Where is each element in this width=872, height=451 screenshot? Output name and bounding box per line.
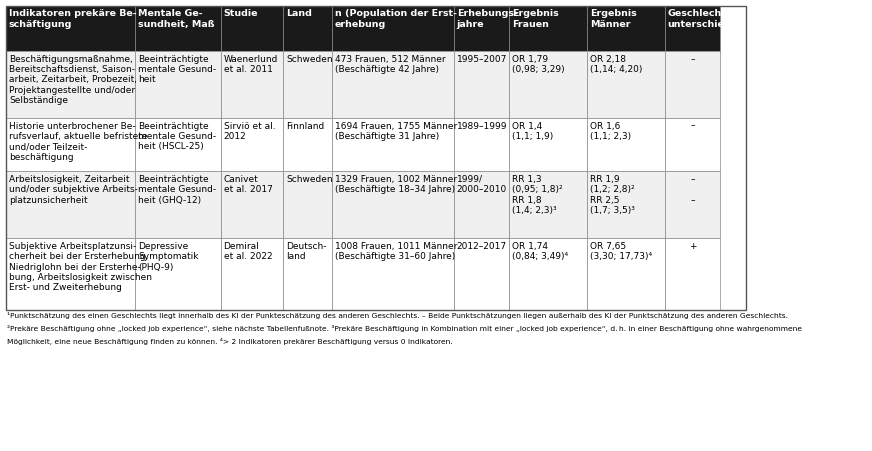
Text: Deutsch-
land: Deutsch- land bbox=[287, 241, 327, 261]
Text: 1694 Frauen, 1755 Männer
(Beschäftigte 31 Jahre): 1694 Frauen, 1755 Männer (Beschäftigte 3… bbox=[335, 121, 457, 141]
Bar bbox=[135, 7, 221, 52]
Bar bbox=[587, 7, 664, 52]
Text: Demiral
et al. 2022: Demiral et al. 2022 bbox=[223, 241, 272, 261]
Text: n (Population der Erst-
erhebung: n (Population der Erst- erhebung bbox=[335, 9, 457, 29]
Bar bbox=[509, 119, 587, 172]
Text: 1329 Frauen, 1002 Männer
(Beschäftigte 18–34 Jahre): 1329 Frauen, 1002 Männer (Beschäftigte 1… bbox=[335, 175, 457, 194]
Bar bbox=[221, 172, 283, 239]
Text: Ergebnis
Männer: Ergebnis Männer bbox=[590, 9, 637, 29]
Bar bbox=[283, 52, 331, 119]
Bar bbox=[453, 7, 509, 52]
Text: Historie unterbrochener Be-
rufsverlauf, aktuelle befristete
und/oder Teilzeit-
: Historie unterbrochener Be- rufsverlauf,… bbox=[9, 121, 147, 161]
Text: OR 1,6
(1,1; 2,3): OR 1,6 (1,1; 2,3) bbox=[590, 121, 631, 141]
Text: RR 1,3
(0,95; 1,8)²
RR 1,8
(1,4; 2,3)³: RR 1,3 (0,95; 1,8)² RR 1,8 (1,4; 2,3)³ bbox=[512, 175, 562, 215]
Bar bbox=[283, 172, 331, 239]
Bar bbox=[221, 119, 283, 172]
Text: Schweden: Schweden bbox=[287, 175, 333, 184]
Bar bbox=[664, 239, 720, 310]
Text: Indikatoren prekäre Be-
schäftigung: Indikatoren prekäre Be- schäftigung bbox=[9, 9, 137, 29]
Bar bbox=[283, 119, 331, 172]
Text: –: – bbox=[690, 121, 695, 130]
Bar bbox=[509, 239, 587, 310]
Bar bbox=[135, 119, 221, 172]
Text: 1995–2007: 1995–2007 bbox=[457, 55, 508, 64]
Bar bbox=[6, 7, 746, 310]
Bar bbox=[6, 52, 135, 119]
Text: 1989–1999: 1989–1999 bbox=[457, 121, 508, 130]
Bar bbox=[453, 239, 509, 310]
Bar bbox=[135, 52, 221, 119]
Text: –: – bbox=[690, 55, 695, 64]
Text: ²Prekäre Beschäftigung ohne „locked job experience“, siehe nächste Tabellenfußno: ²Prekäre Beschäftigung ohne „locked job … bbox=[8, 324, 802, 331]
Text: 1008 Frauen, 1011 Männer
(Beschäftigte 31–60 Jahre): 1008 Frauen, 1011 Männer (Beschäftigte 3… bbox=[335, 241, 457, 261]
Text: Studie: Studie bbox=[223, 9, 258, 18]
Text: Erhebungs-
jahre: Erhebungs- jahre bbox=[457, 9, 518, 29]
Text: 473 Frauen, 512 Männer
(Beschäftigte 42 Jahre): 473 Frauen, 512 Männer (Beschäftigte 42 … bbox=[335, 55, 446, 74]
Bar bbox=[453, 119, 509, 172]
Bar bbox=[587, 52, 664, 119]
Text: Möglichkeit, eine neue Beschäftigung finden zu können. ⁴> 2 Indikatoren prekärer: Möglichkeit, eine neue Beschäftigung fin… bbox=[8, 337, 453, 344]
Text: Mentale Ge-
sundheit, Maß: Mentale Ge- sundheit, Maß bbox=[139, 9, 215, 29]
Bar bbox=[221, 239, 283, 310]
Text: Canivet
et al. 2017: Canivet et al. 2017 bbox=[223, 175, 272, 194]
Bar bbox=[664, 119, 720, 172]
Bar bbox=[453, 52, 509, 119]
Text: Waenerlund
et al. 2011: Waenerlund et al. 2011 bbox=[223, 55, 278, 74]
Text: OR 1,79
(0,98; 3,29): OR 1,79 (0,98; 3,29) bbox=[512, 55, 565, 74]
Text: Geschlechter-
unterschied: Geschlechter- unterschied bbox=[668, 9, 741, 29]
Bar bbox=[331, 119, 453, 172]
Bar bbox=[331, 172, 453, 239]
Bar bbox=[6, 7, 135, 52]
Bar bbox=[221, 52, 283, 119]
Bar bbox=[135, 172, 221, 239]
Bar bbox=[509, 172, 587, 239]
Text: Ergebnis
Frauen: Ergebnis Frauen bbox=[512, 9, 559, 29]
Text: Beeinträchtigte
mentale Gesund-
heit (HSCL-25): Beeinträchtigte mentale Gesund- heit (HS… bbox=[139, 121, 216, 151]
Text: OR 2,18
(1,14; 4,20): OR 2,18 (1,14; 4,20) bbox=[590, 55, 643, 74]
Bar bbox=[331, 52, 453, 119]
Text: Depressive
Symptomatik
(PHQ-9): Depressive Symptomatik (PHQ-9) bbox=[139, 241, 199, 271]
Bar bbox=[664, 52, 720, 119]
Text: OR 7,65
(3,30; 17,73)⁴: OR 7,65 (3,30; 17,73)⁴ bbox=[590, 241, 652, 261]
Text: Land: Land bbox=[287, 9, 312, 18]
Text: Beeinträchtigte
mentale Gesund-
heit: Beeinträchtigte mentale Gesund- heit bbox=[139, 55, 216, 84]
Text: Beschäftigungsmaßnahme,
Bereitschaftsdienst, Saison-
arbeit, Zeitarbeit, Probeze: Beschäftigungsmaßnahme, Bereitschaftsdie… bbox=[9, 55, 137, 105]
Bar bbox=[283, 7, 331, 52]
Bar bbox=[587, 119, 664, 172]
Bar bbox=[331, 239, 453, 310]
Bar bbox=[509, 7, 587, 52]
Bar bbox=[135, 239, 221, 310]
Text: Schweden: Schweden bbox=[287, 55, 333, 64]
Bar bbox=[587, 172, 664, 239]
Text: 2012–2017: 2012–2017 bbox=[457, 241, 507, 250]
Text: Beeinträchtigte
mentale Gesund-
heit (GHQ-12): Beeinträchtigte mentale Gesund- heit (GH… bbox=[139, 175, 216, 204]
Text: 1999/
2000–2010: 1999/ 2000–2010 bbox=[457, 175, 507, 194]
Bar bbox=[283, 239, 331, 310]
Bar bbox=[6, 239, 135, 310]
Text: ¹Punktschätzung des einen Geschlechts liegt innerhalb des KI der Punkteschätzung: ¹Punktschätzung des einen Geschlechts li… bbox=[8, 312, 788, 318]
Bar bbox=[664, 172, 720, 239]
Text: Subjektive Arbeitsplatzunsi-
cherheit bei der Ersterhebung,
Niedriglohn bei der : Subjektive Arbeitsplatzunsi- cherheit be… bbox=[9, 241, 152, 292]
Text: OR 1,74
(0,84; 3,49)⁴: OR 1,74 (0,84; 3,49)⁴ bbox=[512, 241, 569, 261]
Text: Arbeitslosigkeit, Zeitarbeit
und/oder subjektive Arbeits-
platzunsicherheit: Arbeitslosigkeit, Zeitarbeit und/oder su… bbox=[9, 175, 138, 204]
Bar bbox=[664, 7, 720, 52]
Text: Sirviö et al.
2012: Sirviö et al. 2012 bbox=[223, 121, 276, 141]
Text: –

–: – – bbox=[690, 175, 695, 204]
Bar bbox=[587, 239, 664, 310]
Text: +: + bbox=[689, 241, 696, 250]
Bar bbox=[6, 172, 135, 239]
Text: OR 1,4
(1,1; 1,9): OR 1,4 (1,1; 1,9) bbox=[512, 121, 554, 141]
Text: RR 1,9
(1,2; 2,8)²
RR 2,5
(1,7; 3,5)³: RR 1,9 (1,2; 2,8)² RR 2,5 (1,7; 3,5)³ bbox=[590, 175, 635, 215]
Bar bbox=[453, 172, 509, 239]
Bar bbox=[221, 7, 283, 52]
Text: Finnland: Finnland bbox=[287, 121, 324, 130]
Bar bbox=[331, 7, 453, 52]
Bar bbox=[509, 52, 587, 119]
Bar bbox=[6, 119, 135, 172]
